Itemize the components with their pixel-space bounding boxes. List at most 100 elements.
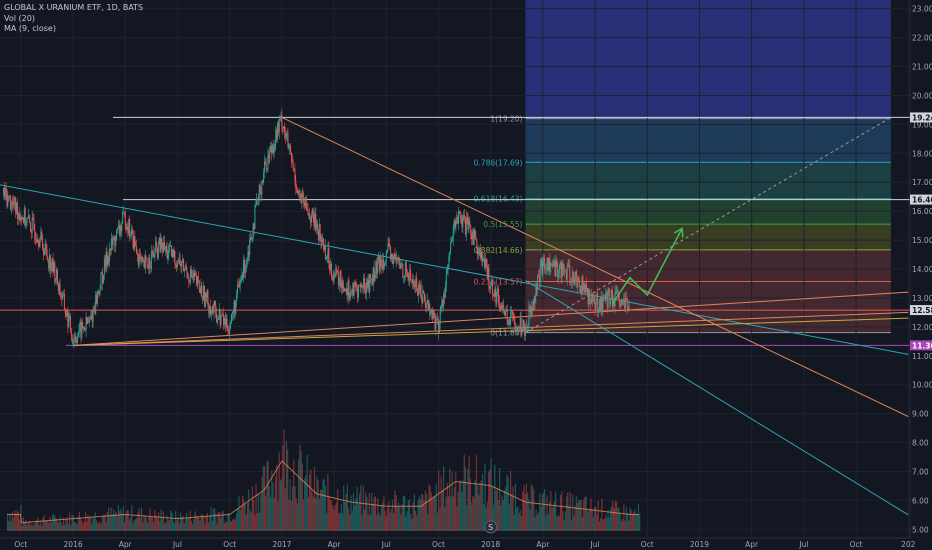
candle-body — [94, 309, 96, 315]
volume-bar — [637, 504, 640, 531]
candle-body — [579, 286, 581, 288]
volume-bar — [8, 521, 10, 531]
candle-body — [566, 266, 568, 280]
volume-bar — [250, 512, 252, 531]
candle-body — [429, 304, 431, 315]
volume-bar — [153, 522, 155, 531]
y-tick-label: 22.00 — [912, 34, 932, 43]
volume-bar — [257, 494, 260, 531]
candle-body — [496, 293, 498, 304]
candle-body — [404, 262, 406, 276]
volume-bar — [121, 513, 123, 531]
candle-body — [468, 220, 470, 230]
x-tick-label: 202 — [901, 540, 916, 549]
volume-bar — [524, 493, 526, 531]
volume-bar — [259, 512, 261, 531]
candle-body — [213, 301, 215, 313]
volume-indicator-label[interactable]: Vol (20) — [4, 13, 35, 23]
candle-body — [474, 229, 476, 238]
candle-body — [2, 187, 4, 194]
candle-body — [368, 279, 370, 293]
volume-bar — [122, 506, 124, 531]
candle-body — [188, 277, 190, 282]
candle-body — [139, 254, 141, 256]
symbol-title[interactable]: GLOBAL X URANIUM ETF, 1D, BATS — [4, 3, 144, 12]
candle-body — [123, 212, 125, 214]
candle-body — [391, 254, 393, 265]
candle-body — [50, 268, 52, 271]
candle-body — [533, 299, 535, 304]
trendlines[interactable] — [0, 116, 909, 516]
horizontal-lines[interactable] — [0, 116, 910, 346]
volume-bar — [71, 514, 73, 531]
candle-body — [305, 197, 307, 209]
volume-bar — [525, 483, 528, 531]
candle-body — [376, 261, 378, 274]
volume-bar — [92, 516, 94, 531]
price-label-box-19.24 — [910, 112, 932, 123]
candle-body — [270, 146, 272, 154]
candle-body — [310, 214, 312, 223]
candle-body — [353, 282, 355, 296]
volume-bar — [614, 500, 616, 531]
volume-bar — [479, 482, 481, 531]
volume-bar — [502, 500, 504, 531]
volume-bar — [460, 480, 462, 531]
candle-body — [127, 227, 129, 234]
y-tick-label: 16.00 — [912, 207, 932, 216]
forecast-arrowhead — [673, 227, 684, 238]
candle-body — [612, 301, 614, 307]
volume-bar — [97, 523, 99, 531]
volume-bar — [609, 508, 612, 531]
volume-bar — [589, 508, 591, 531]
candle-body — [624, 299, 626, 309]
candle-body — [492, 294, 494, 296]
candle-body — [68, 318, 70, 328]
volume-bar — [53, 513, 55, 531]
volume-bar — [507, 477, 509, 531]
volume-bar — [462, 480, 464, 531]
forecast-arrow[interactable] — [611, 227, 684, 305]
candle-body — [93, 309, 95, 310]
volume-bar — [243, 499, 245, 531]
volume-bar — [143, 515, 145, 531]
volume-bar — [546, 495, 548, 531]
candle-body — [204, 292, 206, 307]
y-tick-label: 6.00 — [912, 496, 929, 505]
volume-bar — [452, 495, 454, 531]
candle-body — [593, 297, 595, 299]
candle-body — [472, 231, 474, 245]
volume-bar — [488, 471, 490, 531]
volume-bar — [251, 486, 253, 531]
candle-body — [319, 223, 321, 235]
candle-body — [191, 275, 193, 277]
candle-body — [611, 289, 613, 300]
volume-bar — [309, 474, 311, 531]
candle-body — [101, 272, 103, 274]
candle-body — [403, 277, 405, 279]
volume-bar — [233, 519, 235, 531]
candle-body — [248, 251, 250, 256]
time-axis[interactable]: Oct 2016 Apr Jul Oct 2017 Apr Jul Oct 2018 Apr Jul O… — [0, 537, 916, 550]
candle-body — [445, 272, 447, 286]
candle-body — [602, 299, 604, 310]
volume-bar — [145, 518, 148, 531]
y-tick-label: 17.00 — [912, 178, 932, 187]
volume-bar — [136, 517, 138, 531]
candle-body — [426, 300, 428, 304]
volume-bar — [131, 505, 133, 531]
ma-indicator-label[interactable]: MA (9, close) — [4, 24, 56, 33]
candle-body — [459, 211, 461, 217]
price-axis[interactable]: 5.00 6.00 7.00 8.00 9.00 10.00 11.00 12.00 13.00… — [909, 0, 932, 550]
volume-bar — [586, 510, 588, 531]
volume-bar — [530, 484, 532, 531]
candle-body — [232, 311, 234, 314]
volume-bar — [519, 510, 521, 531]
candle-body — [183, 258, 185, 272]
candle-body — [482, 260, 484, 263]
candle-body — [154, 248, 156, 258]
candle-body — [349, 297, 351, 299]
candle-body — [36, 239, 38, 243]
volume-bar — [166, 515, 168, 531]
